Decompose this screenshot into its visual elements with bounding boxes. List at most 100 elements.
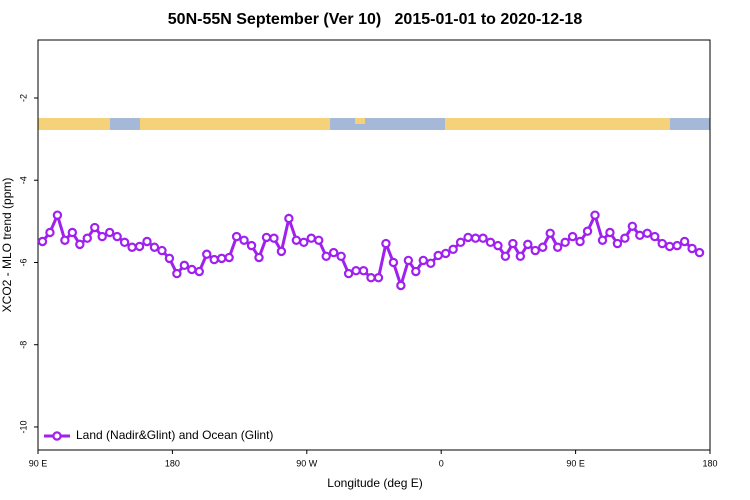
point	[411, 266, 421, 277]
legend-marker	[52, 431, 62, 441]
point	[403, 255, 414, 266]
point	[82, 233, 92, 243]
point	[179, 260, 190, 271]
point	[620, 233, 630, 243]
point	[67, 227, 78, 238]
point	[328, 247, 339, 258]
point	[672, 240, 682, 251]
point	[612, 238, 623, 249]
chart-title: 50N-55N September (Ver 10) 2015-01-01 to…	[168, 11, 583, 28]
point	[567, 231, 578, 242]
point	[366, 272, 376, 283]
point	[239, 235, 249, 245]
point	[75, 239, 85, 250]
point	[538, 242, 548, 252]
x-tick-label: 0	[439, 458, 444, 468]
point	[448, 244, 458, 255]
point	[373, 272, 384, 283]
point	[381, 238, 391, 249]
point	[119, 237, 130, 248]
point	[209, 254, 219, 265]
point	[202, 249, 212, 259]
point	[97, 231, 107, 242]
point	[37, 236, 48, 247]
y-tick-label: -10	[18, 420, 28, 433]
point	[493, 240, 503, 251]
x-tick-label: 180	[165, 458, 180, 468]
point	[358, 266, 369, 276]
point	[515, 251, 526, 262]
point	[60, 235, 70, 245]
point	[455, 237, 466, 248]
point	[269, 233, 279, 243]
point	[216, 253, 227, 264]
legend-label: Land (Nadir&Glint) and Ocean (Glint)	[76, 428, 273, 442]
point	[142, 236, 152, 247]
point	[523, 239, 533, 250]
land-strip	[445, 118, 670, 130]
y-axis-label: XCO2 - MLO trend (ppm)	[0, 178, 14, 313]
point	[650, 231, 660, 242]
point	[284, 213, 294, 224]
point	[172, 268, 182, 279]
land-strip	[355, 118, 365, 124]
point	[560, 237, 570, 248]
point	[552, 242, 563, 252]
point	[679, 236, 690, 247]
point	[642, 228, 652, 238]
point	[291, 235, 302, 245]
point	[187, 264, 197, 275]
point	[246, 240, 257, 251]
point	[627, 221, 638, 231]
point	[90, 222, 100, 233]
point	[545, 228, 555, 238]
point	[396, 280, 406, 291]
point	[52, 210, 63, 220]
point	[254, 252, 264, 263]
point	[508, 238, 518, 249]
point	[306, 233, 316, 243]
point	[231, 231, 242, 242]
x-tick-label: 180	[702, 458, 717, 468]
point	[351, 266, 361, 276]
point	[426, 258, 436, 268]
point	[321, 251, 331, 262]
point	[694, 247, 705, 258]
x-tick-label: 90 E	[29, 458, 48, 468]
point	[418, 255, 428, 266]
land-strip	[140, 118, 330, 130]
point	[104, 227, 115, 238]
point	[440, 248, 451, 259]
point	[261, 232, 272, 243]
point	[433, 250, 443, 261]
point	[194, 266, 204, 277]
point	[635, 230, 645, 241]
point	[276, 246, 287, 257]
land-strip	[38, 118, 110, 130]
point	[500, 251, 511, 262]
point	[127, 242, 137, 252]
point	[45, 227, 55, 238]
point	[605, 227, 615, 238]
x-tick-label: 90 E	[566, 458, 585, 468]
point	[664, 241, 675, 252]
point	[485, 237, 496, 248]
x-axis-label: Longitude (deg E)	[327, 476, 422, 490]
point	[314, 235, 324, 245]
point	[470, 233, 481, 243]
point	[575, 236, 585, 247]
y-tick-label: -2	[18, 94, 28, 102]
point	[299, 237, 309, 248]
y-tick-label: -8	[18, 341, 28, 349]
point	[112, 231, 122, 242]
point	[463, 232, 473, 243]
point	[530, 245, 540, 256]
point	[164, 253, 175, 264]
point	[657, 238, 667, 249]
x-tick-label: 90 W	[296, 458, 318, 468]
point	[149, 242, 160, 252]
point	[478, 233, 488, 243]
point	[590, 210, 600, 220]
y-tick-label: -4	[18, 176, 28, 184]
